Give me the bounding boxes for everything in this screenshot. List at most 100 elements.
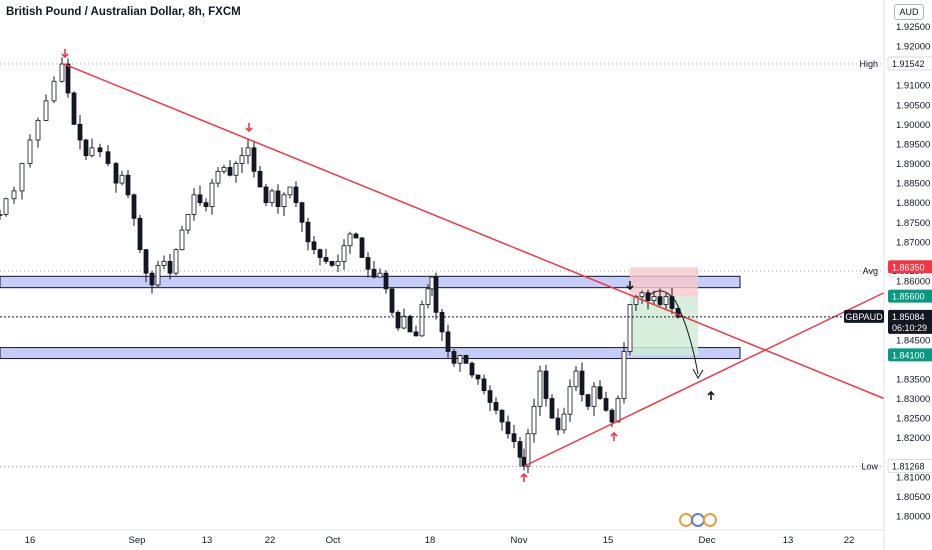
candle-body — [27, 139, 33, 164]
candle-body — [359, 237, 365, 258]
arrow-up-icon — [610, 431, 618, 441]
candle-body — [505, 421, 511, 435]
candle-body — [323, 257, 329, 262]
target-price-tag-box — [888, 260, 932, 274]
candle-body — [0, 214, 3, 216]
candle-body — [317, 249, 323, 258]
candle-body — [71, 92, 77, 125]
candle-body — [609, 409, 615, 423]
candle-body — [657, 296, 663, 305]
time-tick-label: 22 — [844, 535, 855, 546]
candle-body — [463, 355, 469, 364]
candle-body — [215, 170, 221, 184]
candle-body — [517, 441, 523, 458]
time-tick-label: Nov — [511, 535, 528, 546]
candle-body — [293, 186, 299, 204]
candle-body — [275, 190, 281, 207]
price-tick-label: 1.81000 — [896, 472, 930, 483]
price-tick-label: 1.83000 — [896, 394, 930, 405]
marker-value: 1.81268 — [892, 461, 925, 471]
price-tick-label: 1.91000 — [896, 81, 930, 92]
candle-body — [203, 202, 209, 207]
candle-body — [65, 63, 71, 94]
marker-value: 1.91542 — [892, 59, 925, 69]
price-tick-label: 1.92000 — [896, 42, 930, 53]
marker-label: Low — [861, 461, 878, 471]
candle-body — [233, 163, 239, 176]
candle-body — [407, 315, 413, 333]
candle-body — [579, 370, 585, 395]
candle-body — [377, 272, 383, 278]
candle-body — [251, 147, 257, 172]
candle-body — [125, 174, 131, 196]
candle-body — [221, 167, 227, 172]
candle-body — [43, 100, 49, 121]
event-icon — [703, 513, 717, 527]
candle-body — [627, 304, 633, 352]
candle-body — [191, 194, 197, 215]
candle-body — [227, 167, 233, 176]
arrow-up-icon — [520, 472, 528, 482]
candle-body — [555, 417, 561, 431]
candle-body — [457, 355, 463, 364]
candle-body — [499, 409, 505, 423]
candle-body — [445, 331, 451, 352]
currency-button[interactable]: AUD — [894, 4, 924, 20]
candle-body — [89, 147, 95, 157]
time-tick-label: Oct — [326, 535, 341, 546]
candle-body — [347, 233, 353, 247]
candle-body — [287, 186, 293, 196]
candle-body — [311, 241, 317, 251]
candle-body — [83, 139, 89, 157]
candle-body — [113, 163, 119, 184]
candle-body — [511, 433, 517, 442]
marker-value-box — [887, 56, 932, 71]
candle-body — [185, 214, 191, 231]
price-tick-label: 1.89000 — [896, 159, 930, 170]
candle-body — [597, 386, 603, 399]
candles — [0, 57, 681, 474]
time-tick-label: 13 — [202, 535, 213, 546]
candle-body — [451, 351, 457, 364]
arrow-down-icon — [626, 281, 634, 291]
price-tick-label: 1.82000 — [896, 433, 930, 444]
candle-body — [537, 370, 543, 407]
candle-body — [197, 194, 203, 204]
event-icon — [679, 513, 693, 527]
candle-body — [97, 147, 103, 153]
candle-body — [639, 292, 645, 298]
candle-body — [131, 194, 137, 219]
target-zone — [630, 267, 698, 297]
candle-body — [143, 249, 149, 274]
candle-body — [335, 261, 341, 266]
symbol-tag-box — [844, 309, 884, 323]
target-price-tag: 1.86350 — [892, 262, 925, 272]
candle-body — [119, 174, 125, 184]
marker-value-box — [887, 458, 932, 473]
candle-body — [651, 296, 657, 301]
price-tick-label: 1.88000 — [896, 198, 930, 209]
candle-body — [263, 186, 269, 204]
bar-countdown: 06:10:29 — [892, 323, 927, 333]
price-tick-label: 1.83500 — [896, 374, 930, 385]
candle-body — [413, 331, 419, 337]
candle-body — [149, 272, 155, 286]
candle-body — [35, 120, 41, 141]
arrow-down-icon — [61, 49, 69, 59]
candle-body — [51, 80, 57, 102]
price-tick-label: 1.90500 — [896, 100, 930, 111]
candle-body — [493, 402, 499, 411]
candle-body — [257, 170, 263, 188]
event-icon — [691, 513, 705, 527]
time-tick-label: 13 — [783, 535, 794, 546]
projection-arrowhead — [692, 368, 704, 379]
sr-zone-1 — [0, 347, 741, 360]
candle-body — [389, 288, 395, 313]
stop-price-tag: 1.84100 — [892, 350, 925, 360]
entry-price-tag-box — [888, 289, 932, 303]
candle-body — [573, 370, 579, 388]
candle-body — [239, 155, 245, 164]
candle-body — [161, 261, 167, 266]
